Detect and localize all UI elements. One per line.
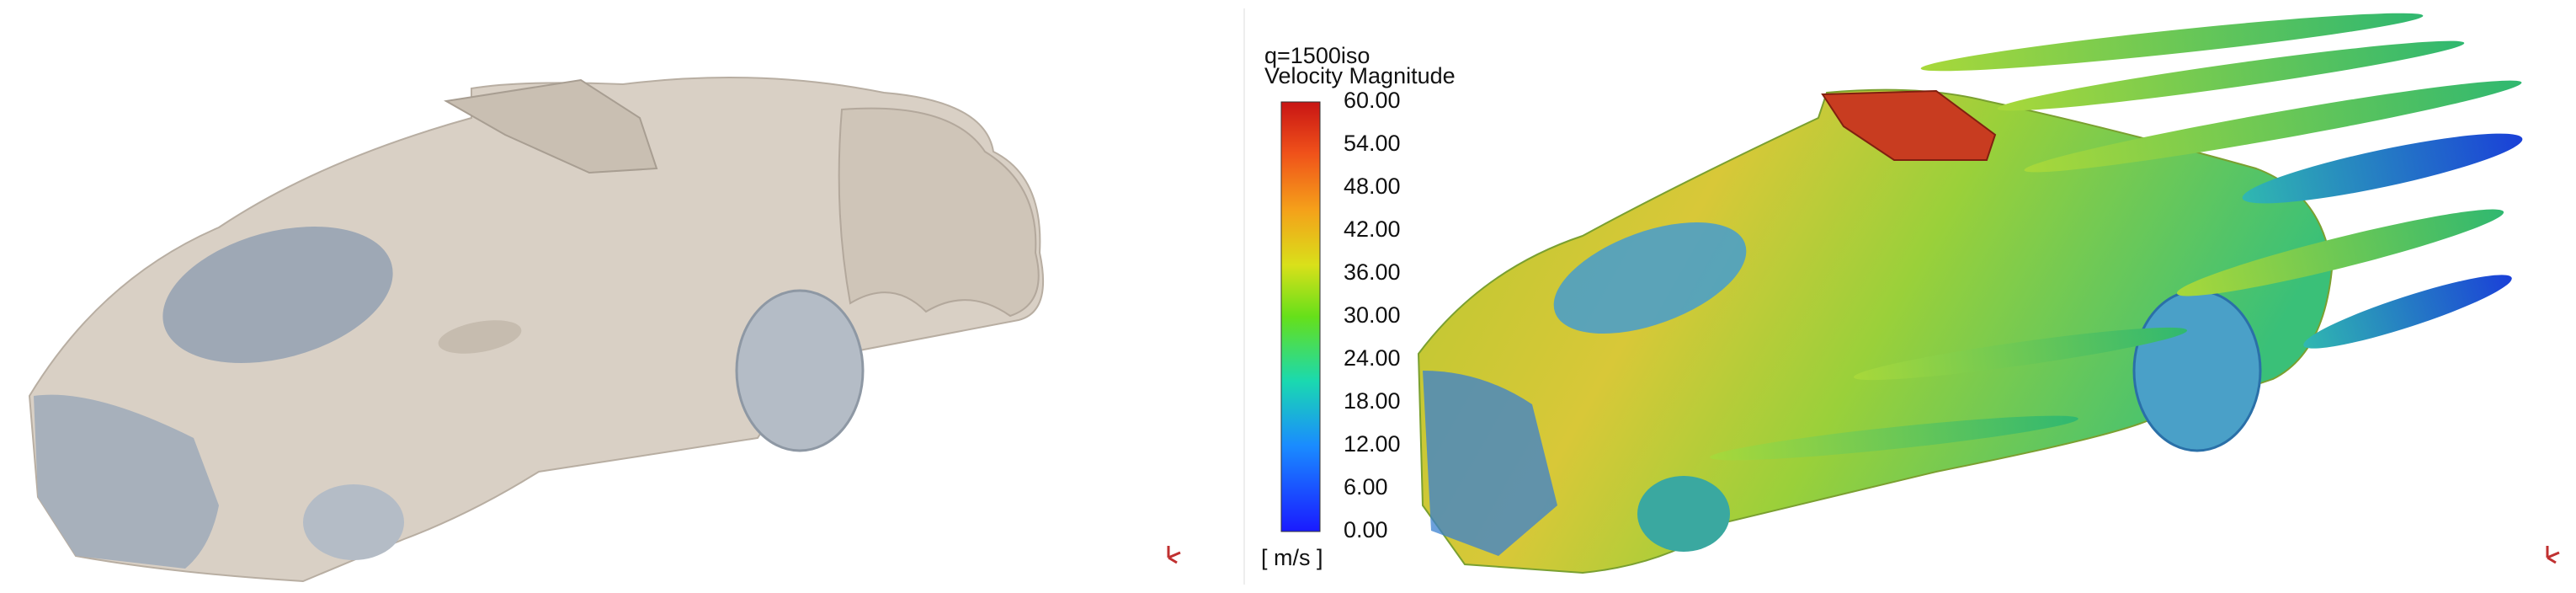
colorbar-tick-label: 42.00 [1344, 216, 1401, 242]
vortex-tube [2242, 133, 2523, 204]
colorbar-tick-label: 60.00 [1344, 88, 1401, 113]
vortex-tube [1997, 40, 2465, 111]
front-wheel [1637, 476, 1730, 552]
roof-box [1821, 89, 1997, 161]
colorbar-ticks: 60.00 54.00 48.00 42.00 36.00 30.00 24.00 18.00… [1344, 88, 1401, 542]
axis-icon [2546, 546, 2560, 564]
plain-car-render [28, 77, 1181, 583]
vortex-tube [1920, 13, 2424, 72]
rear-streaks [838, 107, 1040, 318]
axis-icon [1167, 546, 1181, 564]
colorbar-tick-label: 6.00 [1344, 474, 1388, 500]
colorbar-tick-label: 30.00 [1344, 302, 1401, 328]
colorbar-tick-label: 0.00 [1344, 517, 1388, 542]
front-bumper [1423, 371, 1557, 556]
colorbar-tick-label: 18.00 [1344, 388, 1401, 414]
front-bumper [34, 394, 219, 569]
windshield [162, 226, 393, 364]
colorbar-tick-label: 36.00 [1344, 259, 1401, 285]
vortex-tube [2303, 275, 2512, 349]
windshield [1553, 222, 1747, 334]
colorbar [1280, 101, 1321, 532]
vortex-tube [1710, 415, 2078, 461]
mirror [438, 320, 522, 354]
colorbar-tick-label: 12.00 [1344, 431, 1401, 457]
colorbar-tick-label: 24.00 [1344, 345, 1401, 371]
legend-title: q=1500iso [1264, 43, 1370, 68]
vortex-tube [2176, 209, 2504, 296]
car-body [28, 77, 1045, 583]
rear-wheel [2132, 289, 2262, 452]
velocity-car-render [1417, 13, 2560, 574]
vortex-tube [1853, 327, 2188, 381]
vortex-tubes [1710, 13, 2523, 461]
colorbar-tick-label: 48.00 [1344, 174, 1401, 199]
vortex-tube [2024, 80, 2522, 173]
rear-wheel [735, 289, 865, 452]
legend-unit: [ m/s ] [1261, 545, 1323, 570]
color-legend: q=1500iso Velocity Magnitude 60.00 54.00 4… [1261, 43, 1456, 570]
roof-box [444, 78, 658, 174]
legend-subtitle: Velocity Magnitude [1264, 63, 1456, 88]
front-wheel [303, 484, 404, 560]
car-body [1417, 88, 2334, 574]
colorbar-tick-label: 54.00 [1344, 131, 1401, 156]
